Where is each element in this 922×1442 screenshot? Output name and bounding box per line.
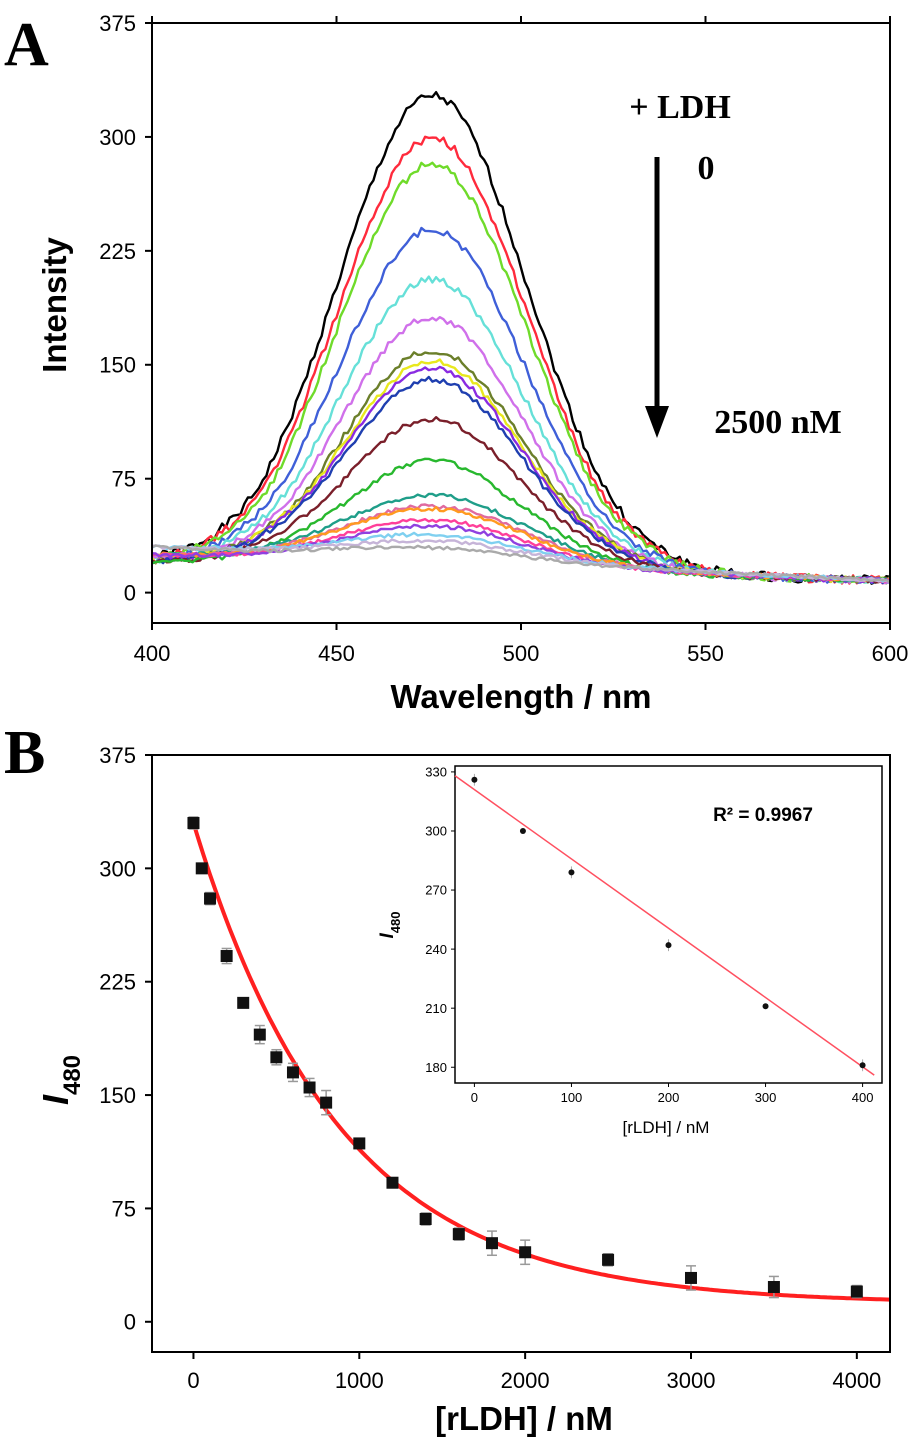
panel-a-spectra (151, 91, 892, 585)
spectrum-line-15 (151, 505, 891, 582)
panel-a-x-tick-label: 550 (687, 641, 724, 666)
inset-fit-line-segment (454, 775, 875, 1076)
inset-x-tick-label: 400 (852, 1090, 874, 1105)
inset-x-axis-label: [rLDH] / nM (623, 1118, 710, 1137)
svg-text:I480: I480 (35, 1055, 86, 1105)
panel-b-x-tick-label: 3000 (667, 1368, 716, 1393)
data-point (320, 1096, 333, 1109)
inset-x-tick-label: 300 (755, 1090, 777, 1105)
inset-fit-line (454, 775, 875, 1076)
panel-b-y-tick-label: 300 (99, 856, 136, 881)
panel-a-ticks: 400 450 500 550 600 0 75 150 225 300 375 (99, 11, 908, 666)
inset-y-axis-label: I480 (377, 912, 403, 939)
inset-data-point (568, 869, 575, 876)
data-point (353, 1137, 366, 1150)
panel-b-frame (151, 754, 891, 1353)
panel-a-x-tick-label: 500 (503, 641, 540, 666)
inset-chart: 0 100 200 300 400 180 210 240 270 300 330 [rLDH] /… (377, 765, 883, 1137)
data-point (195, 862, 208, 875)
inset-data-point (471, 776, 478, 783)
spectrum-line-11 (151, 416, 891, 584)
inset-x-tick-label: 200 (658, 1090, 680, 1105)
end-concentration-annotation: 2500 nM (714, 404, 842, 441)
inset-x-tick-label: 100 (561, 1090, 583, 1105)
svg-text:I480: I480 (377, 912, 403, 939)
inset-data-point (762, 1003, 769, 1010)
panel-b-y-tick-label: 150 (99, 1083, 136, 1108)
panel-a-y-tick-label: 150 (99, 353, 136, 378)
panel-a-chart: 400 450 500 550 600 0 75 150 225 300 375 Wavelengt… (36, 11, 908, 715)
ldh-annotation: + LDH (629, 89, 731, 126)
panel-b-x-axis-label: [rLDH] / nM (435, 1400, 613, 1437)
data-point (303, 1081, 316, 1094)
arrow-down-icon (645, 406, 669, 438)
panel-a-y-tick-label: 375 (99, 11, 136, 36)
inset-data-point (665, 942, 672, 949)
panel-a-y-tick-label: 0 (124, 581, 136, 606)
panel-a-y-tick-label: 300 (99, 125, 136, 150)
data-point (767, 1281, 780, 1294)
inset-y-tick-label: 210 (425, 1001, 447, 1016)
spectrum-line-20 (151, 544, 891, 584)
spectrum-line-12 (151, 457, 891, 584)
panel-b-y-tick-label: 225 (99, 970, 136, 995)
r-squared-annotation: R² = 0.9967 (713, 805, 813, 826)
panel-a-label: A (4, 11, 49, 79)
spectrum-line-3 (151, 161, 892, 585)
panel-b-y-label-sub: 480 (59, 1055, 86, 1095)
panel-a-x-tick-label: 400 (134, 641, 171, 666)
panel-a-x-axis-label: Wavelength / nm (391, 678, 652, 715)
spectrum-line-18 (151, 531, 891, 583)
panel-a-y-axis-label: Intensity (36, 237, 73, 373)
inset-y-tick-label: 240 (425, 942, 447, 957)
data-point (270, 1051, 283, 1064)
data-point (452, 1228, 465, 1241)
panel-a-x-tick-label: 600 (872, 641, 909, 666)
data-point (684, 1271, 697, 1284)
data-point (253, 1028, 266, 1041)
data-point (286, 1066, 299, 1079)
inset-points (471, 773, 866, 1072)
panel-a-y-tick-label: 225 (99, 239, 136, 264)
panel-b-y-tick-label: 75 (112, 1196, 136, 1221)
panel-b-label: B (4, 719, 45, 787)
data-point (187, 817, 200, 830)
inset-y-label-main: I (377, 932, 398, 938)
inset-y-label-sub: 480 (388, 912, 403, 934)
data-point (204, 892, 217, 905)
data-point (519, 1246, 532, 1259)
panel-b-points (187, 816, 863, 1299)
data-point (485, 1237, 498, 1250)
panel-b-y-tick-label: 375 (99, 743, 136, 768)
data-point (237, 996, 250, 1009)
start-concentration-annotation: 0 (698, 150, 715, 187)
inset-y-tick-label: 270 (425, 883, 447, 898)
inset-y-tick-label: 300 (425, 824, 447, 839)
panel-b-x-tick-label: 4000 (832, 1368, 881, 1393)
inset-x-tick-label: 0 (471, 1090, 478, 1105)
inset-data-point (859, 1062, 866, 1069)
inset-y-tick-label: 180 (425, 1060, 447, 1075)
panel-b-x-tick-label: 2000 (501, 1368, 550, 1393)
data-point (602, 1253, 615, 1266)
data-point (220, 950, 233, 963)
panel-b-y-tick-label: 0 (124, 1310, 136, 1335)
inset-ticks: 0 100 200 300 400 180 210 240 270 300 330 (425, 765, 873, 1105)
panel-a-x-tick-label: 450 (318, 641, 355, 666)
data-point (850, 1285, 863, 1298)
inset-y-tick-label: 330 (425, 765, 447, 780)
data-point (419, 1212, 432, 1225)
panel-a-y-tick-label: 75 (112, 467, 136, 492)
panel-b-x-tick-label: 0 (187, 1368, 199, 1393)
panel-b-y-label-main: I (35, 1094, 76, 1105)
data-point (386, 1176, 399, 1189)
panel-b-x-tick-label: 1000 (335, 1368, 384, 1393)
inset-data-point (519, 827, 526, 834)
panel-b-y-axis-label: I480 (35, 1055, 86, 1105)
